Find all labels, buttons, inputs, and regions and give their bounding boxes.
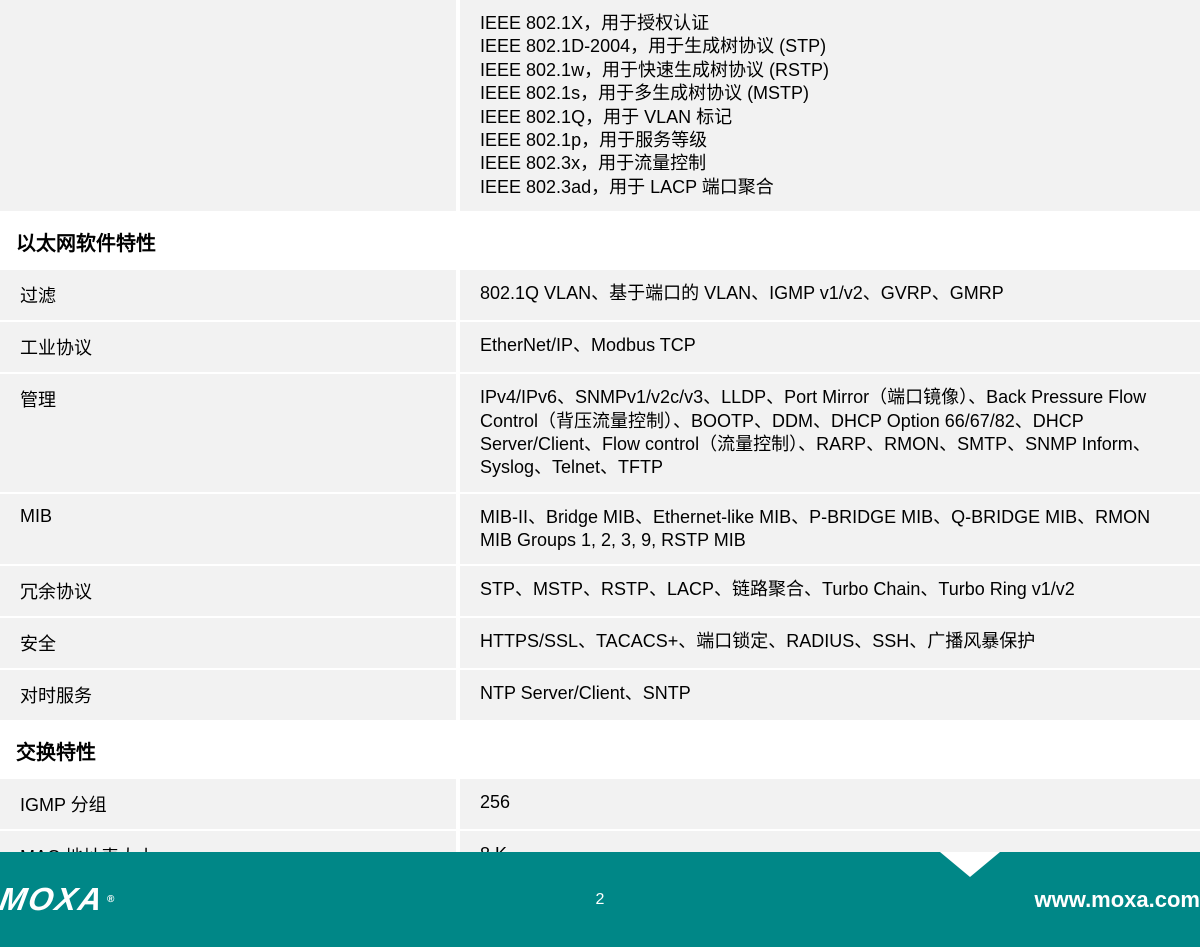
spec-label: IGMP 分组 bbox=[0, 779, 460, 829]
spec-value: MIB-II、Bridge MIB、Ethernet-like MIB、P-BR… bbox=[460, 494, 1200, 565]
spec-value-standards: IEEE 802.1X，用于授权认证 IEEE 802.1D-2004，用于生成… bbox=[460, 0, 1200, 211]
content-area: IEEE 802.1X，用于授权认证 IEEE 802.1D-2004，用于生成… bbox=[0, 0, 1200, 883]
spec-value: 802.1Q VLAN、基于端口的 VLAN、IGMP v1/v2、GVRP、G… bbox=[460, 270, 1200, 320]
section-header: 交换特性 bbox=[0, 722, 1200, 779]
page-footer: MOXA ® 2 www.moxa.com bbox=[0, 852, 1200, 947]
spec-label-empty bbox=[0, 0, 460, 211]
spec-label: MIB bbox=[0, 494, 460, 565]
registered-mark: ® bbox=[107, 894, 116, 905]
spec-value: NTP Server/Client、SNTP bbox=[460, 670, 1200, 720]
spec-value: HTTPS/SSL、TACACS+、端口锁定、RADIUS、SSH、广播风暴保护 bbox=[460, 618, 1200, 668]
spec-row: 管理IPv4/IPv6、SNMPv1/v2c/v3、LLDP、Port Mirr… bbox=[0, 374, 1200, 494]
spec-row-partial: IEEE 802.1X，用于授权认证 IEEE 802.1D-2004，用于生成… bbox=[0, 0, 1200, 213]
spec-label: 对时服务 bbox=[0, 670, 460, 720]
page-number: 2 bbox=[596, 891, 605, 909]
logo: MOXA ® bbox=[0, 881, 116, 918]
spec-label: 管理 bbox=[0, 374, 460, 492]
spec-value: 256 bbox=[460, 779, 1200, 829]
spec-row: IGMP 分组256 bbox=[0, 779, 1200, 831]
spec-row: 冗余协议STP、MSTP、RSTP、LACP、链路聚合、Turbo Chain、… bbox=[0, 566, 1200, 618]
spec-row: 安全HTTPS/SSL、TACACS+、端口锁定、RADIUS、SSH、广播风暴… bbox=[0, 618, 1200, 670]
spec-row: MIBMIB-II、Bridge MIB、Ethernet-like MIB、P… bbox=[0, 494, 1200, 567]
spec-label: 过滤 bbox=[0, 270, 460, 320]
spec-label: 工业协议 bbox=[0, 322, 460, 372]
spec-row: 工业协议EtherNet/IP、Modbus TCP bbox=[0, 322, 1200, 374]
spec-label: 安全 bbox=[0, 618, 460, 668]
spec-row: 对时服务NTP Server/Client、SNTP bbox=[0, 670, 1200, 722]
website-url: www.moxa.com bbox=[1035, 887, 1200, 913]
section-header: 以太网软件特性 bbox=[0, 213, 1200, 270]
spec-value: STP、MSTP、RSTP、LACP、链路聚合、Turbo Chain、Turb… bbox=[460, 566, 1200, 616]
spec-value: IPv4/IPv6、SNMPv1/v2c/v3、LLDP、Port Mirror… bbox=[460, 374, 1200, 492]
spec-label: 冗余协议 bbox=[0, 566, 460, 616]
spec-row: 过滤802.1Q VLAN、基于端口的 VLAN、IGMP v1/v2、GVRP… bbox=[0, 270, 1200, 322]
spec-value: EtherNet/IP、Modbus TCP bbox=[460, 322, 1200, 372]
footer-notch bbox=[940, 852, 1000, 877]
